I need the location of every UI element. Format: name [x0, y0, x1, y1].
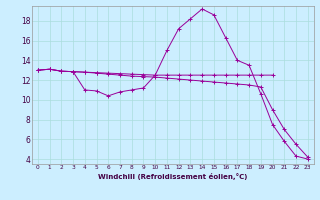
X-axis label: Windchill (Refroidissement éolien,°C): Windchill (Refroidissement éolien,°C): [98, 173, 247, 180]
